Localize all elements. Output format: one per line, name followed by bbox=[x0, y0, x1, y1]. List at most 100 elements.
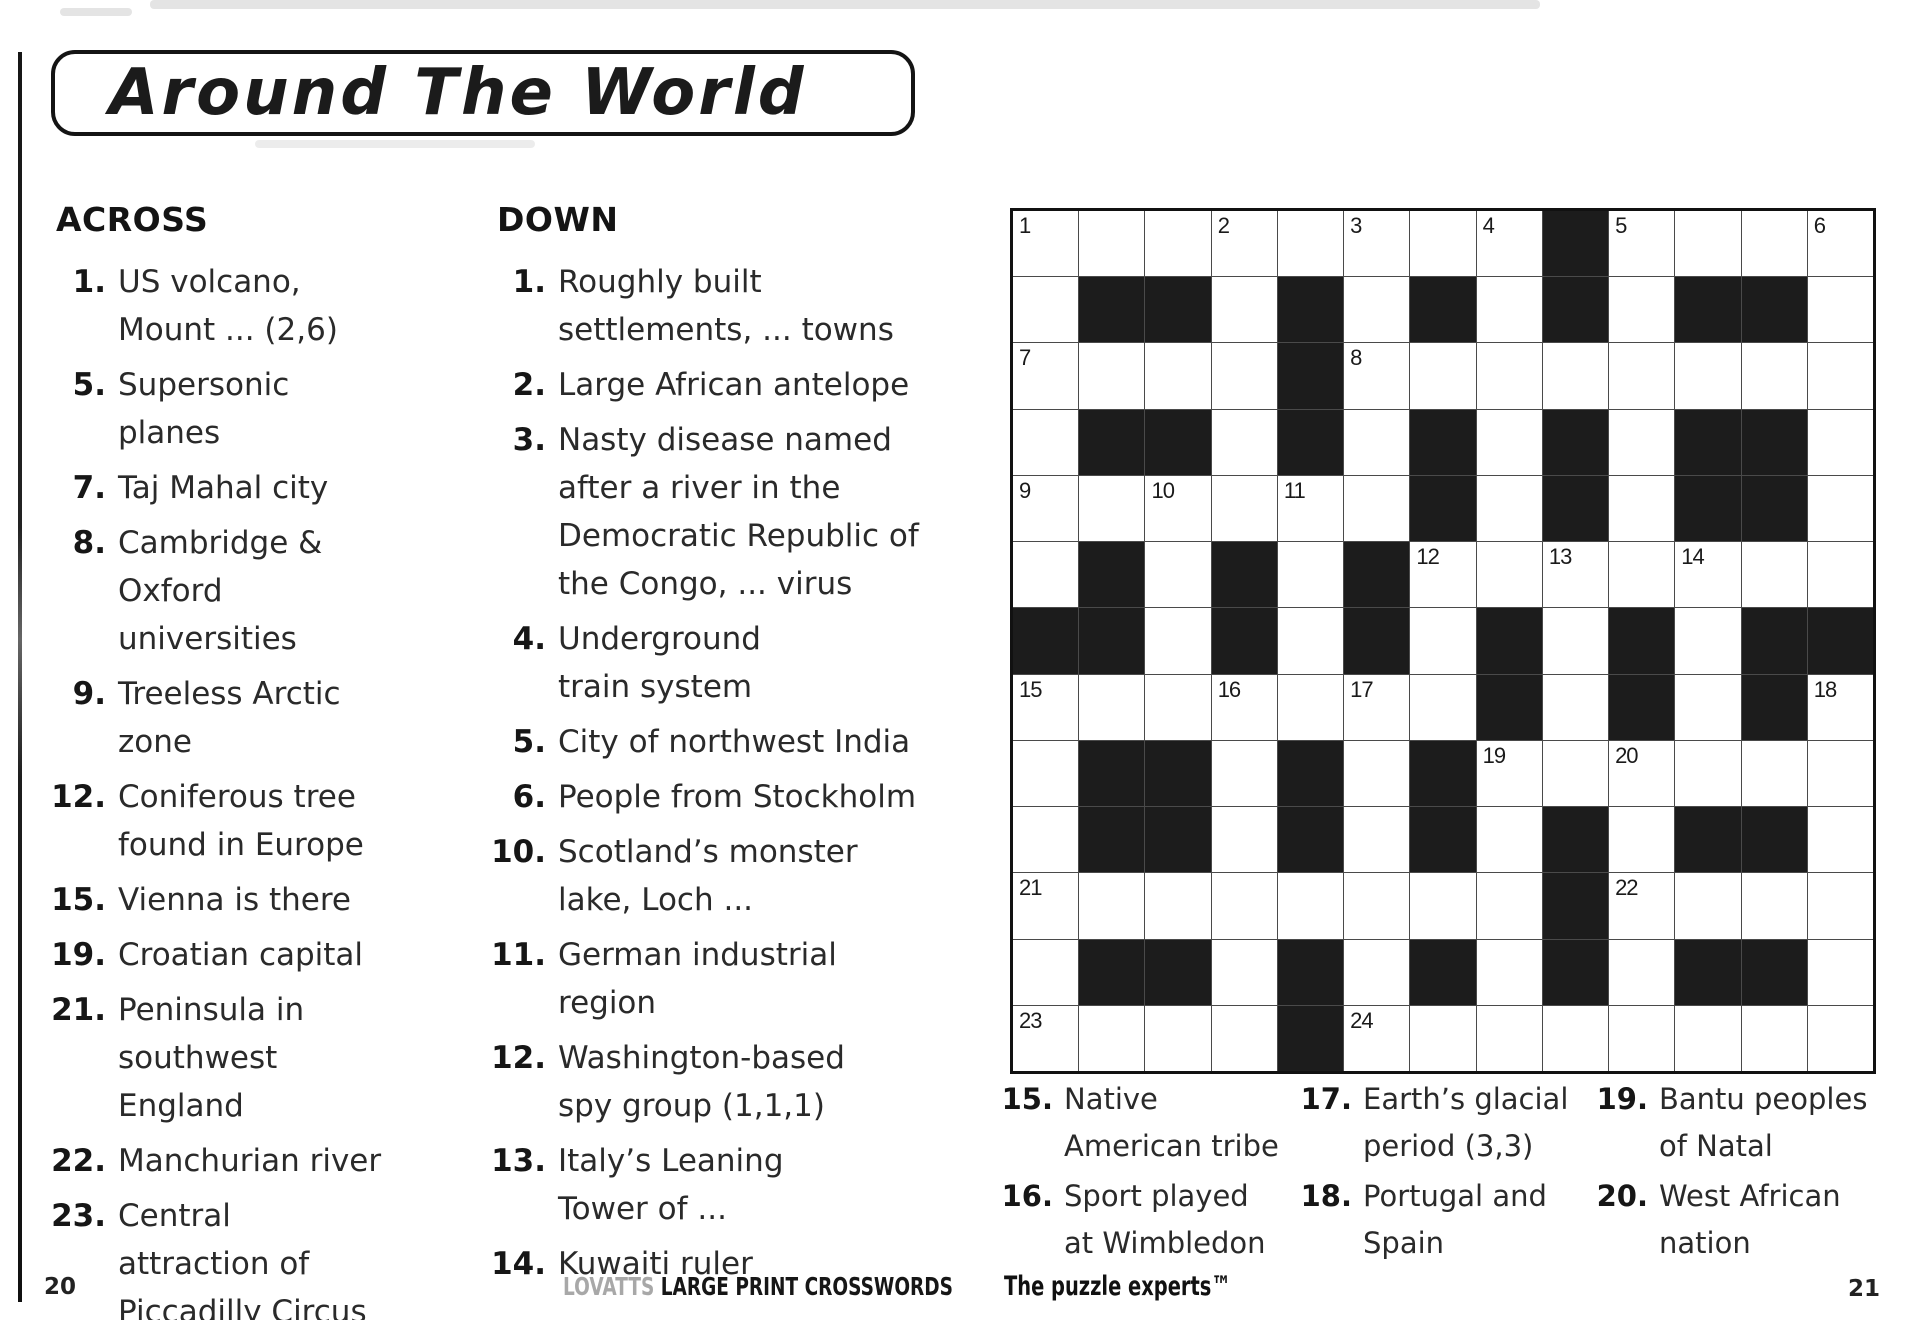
grid-cell[interactable] bbox=[1013, 939, 1079, 1005]
grid-cell[interactable] bbox=[1476, 409, 1542, 475]
grid-cell[interactable] bbox=[1211, 873, 1277, 939]
grid-cell[interactable] bbox=[1277, 211, 1344, 277]
grid-cell[interactable] bbox=[1277, 608, 1344, 674]
grid-cell[interactable]: 1 bbox=[1013, 211, 1079, 277]
grid-cell[interactable] bbox=[1609, 807, 1675, 873]
grid-cell[interactable] bbox=[1013, 409, 1079, 475]
grid-cell[interactable]: 20 bbox=[1609, 740, 1675, 807]
grid-cell[interactable] bbox=[1410, 674, 1476, 740]
grid-cell[interactable] bbox=[1410, 343, 1476, 409]
grid-cell[interactable] bbox=[1675, 674, 1741, 740]
grid-cell[interactable] bbox=[1211, 939, 1277, 1005]
grid-cell[interactable] bbox=[1145, 1005, 1211, 1071]
grid-cell[interactable] bbox=[1675, 608, 1741, 674]
grid-cell[interactable] bbox=[1741, 542, 1807, 608]
grid-cell[interactable] bbox=[1211, 343, 1277, 409]
grid-cell[interactable] bbox=[1013, 740, 1079, 807]
grid-cell[interactable] bbox=[1145, 211, 1211, 277]
grid-cell[interactable] bbox=[1807, 873, 1873, 939]
grid-cell[interactable] bbox=[1410, 1005, 1476, 1071]
grid-cell[interactable] bbox=[1410, 608, 1476, 674]
grid-cell[interactable] bbox=[1476, 343, 1542, 409]
grid-cell[interactable]: 6 bbox=[1807, 211, 1873, 277]
grid-cell[interactable]: 15 bbox=[1013, 674, 1079, 740]
grid-cell[interactable] bbox=[1211, 740, 1277, 807]
grid-cell[interactable] bbox=[1211, 409, 1277, 475]
grid-cell[interactable] bbox=[1807, 277, 1873, 343]
grid-cell[interactable] bbox=[1476, 475, 1542, 542]
grid-cell[interactable] bbox=[1609, 277, 1675, 343]
grid-cell[interactable] bbox=[1675, 873, 1741, 939]
grid-cell[interactable] bbox=[1476, 277, 1542, 343]
grid-cell[interactable]: 4 bbox=[1476, 211, 1542, 277]
grid-cell[interactable] bbox=[1807, 409, 1873, 475]
grid-cell[interactable]: 7 bbox=[1013, 343, 1079, 409]
grid-cell[interactable] bbox=[1542, 740, 1609, 807]
grid-cell[interactable] bbox=[1145, 343, 1211, 409]
grid-cell[interactable] bbox=[1807, 740, 1873, 807]
grid-cell[interactable]: 19 bbox=[1476, 740, 1542, 807]
grid-cell[interactable]: 18 bbox=[1807, 674, 1873, 740]
grid-cell[interactable] bbox=[1079, 674, 1145, 740]
grid-cell[interactable] bbox=[1609, 409, 1675, 475]
grid-cell[interactable] bbox=[1675, 1005, 1741, 1071]
grid-cell[interactable] bbox=[1741, 211, 1807, 277]
grid-cell[interactable] bbox=[1211, 475, 1277, 542]
grid-cell[interactable] bbox=[1542, 343, 1609, 409]
grid-cell[interactable] bbox=[1079, 1005, 1145, 1071]
grid-cell[interactable] bbox=[1741, 1005, 1807, 1071]
grid-cell[interactable]: 17 bbox=[1344, 674, 1410, 740]
grid-cell[interactable] bbox=[1079, 343, 1145, 409]
grid-cell[interactable] bbox=[1211, 277, 1277, 343]
grid-cell[interactable] bbox=[1476, 939, 1542, 1005]
grid-cell[interactable] bbox=[1013, 807, 1079, 873]
grid-cell[interactable] bbox=[1277, 873, 1344, 939]
grid-cell[interactable] bbox=[1542, 608, 1609, 674]
grid-cell[interactable] bbox=[1145, 873, 1211, 939]
grid-cell[interactable] bbox=[1741, 343, 1807, 409]
grid-cell[interactable] bbox=[1344, 475, 1410, 542]
grid-cell[interactable] bbox=[1741, 740, 1807, 807]
grid-cell[interactable]: 13 bbox=[1542, 542, 1609, 608]
grid-cell[interactable]: 21 bbox=[1013, 873, 1079, 939]
grid-cell[interactable] bbox=[1807, 542, 1873, 608]
grid-cell[interactable]: 12 bbox=[1410, 542, 1476, 608]
grid-cell[interactable] bbox=[1476, 1005, 1542, 1071]
grid-cell[interactable] bbox=[1609, 1005, 1675, 1071]
grid-cell[interactable] bbox=[1344, 740, 1410, 807]
grid-cell[interactable] bbox=[1807, 475, 1873, 542]
grid-cell[interactable] bbox=[1542, 1005, 1609, 1071]
grid-cell[interactable] bbox=[1675, 211, 1741, 277]
grid-cell[interactable]: 9 bbox=[1013, 475, 1079, 542]
grid-cell[interactable] bbox=[1807, 1005, 1873, 1071]
grid-cell[interactable] bbox=[1344, 873, 1410, 939]
grid-cell[interactable] bbox=[1145, 674, 1211, 740]
grid-cell[interactable] bbox=[1013, 542, 1079, 608]
grid-cell[interactable] bbox=[1609, 939, 1675, 1005]
grid-cell[interactable] bbox=[1410, 873, 1476, 939]
grid-cell[interactable] bbox=[1542, 674, 1609, 740]
grid-cell[interactable] bbox=[1807, 343, 1873, 409]
grid-cell[interactable] bbox=[1675, 343, 1741, 409]
grid-cell[interactable] bbox=[1476, 873, 1542, 939]
grid-cell[interactable]: 8 bbox=[1344, 343, 1410, 409]
grid-cell[interactable]: 3 bbox=[1344, 211, 1410, 277]
grid-cell[interactable] bbox=[1609, 343, 1675, 409]
grid-cell[interactable] bbox=[1675, 740, 1741, 807]
grid-cell[interactable] bbox=[1211, 1005, 1277, 1071]
grid-cell[interactable] bbox=[1609, 475, 1675, 542]
grid-cell[interactable]: 2 bbox=[1211, 211, 1277, 277]
grid-cell[interactable] bbox=[1079, 873, 1145, 939]
grid-cell[interactable] bbox=[1013, 277, 1079, 343]
grid-cell[interactable] bbox=[1741, 873, 1807, 939]
grid-cell[interactable]: 24 bbox=[1344, 1005, 1410, 1071]
grid-cell[interactable] bbox=[1807, 939, 1873, 1005]
grid-cell[interactable]: 5 bbox=[1609, 211, 1675, 277]
grid-cell[interactable] bbox=[1344, 277, 1410, 343]
grid-cell[interactable] bbox=[1211, 807, 1277, 873]
grid-cell[interactable] bbox=[1609, 542, 1675, 608]
grid-cell[interactable] bbox=[1277, 674, 1344, 740]
grid-cell[interactable] bbox=[1410, 211, 1476, 277]
grid-cell[interactable] bbox=[1807, 807, 1873, 873]
grid-cell[interactable] bbox=[1277, 542, 1344, 608]
